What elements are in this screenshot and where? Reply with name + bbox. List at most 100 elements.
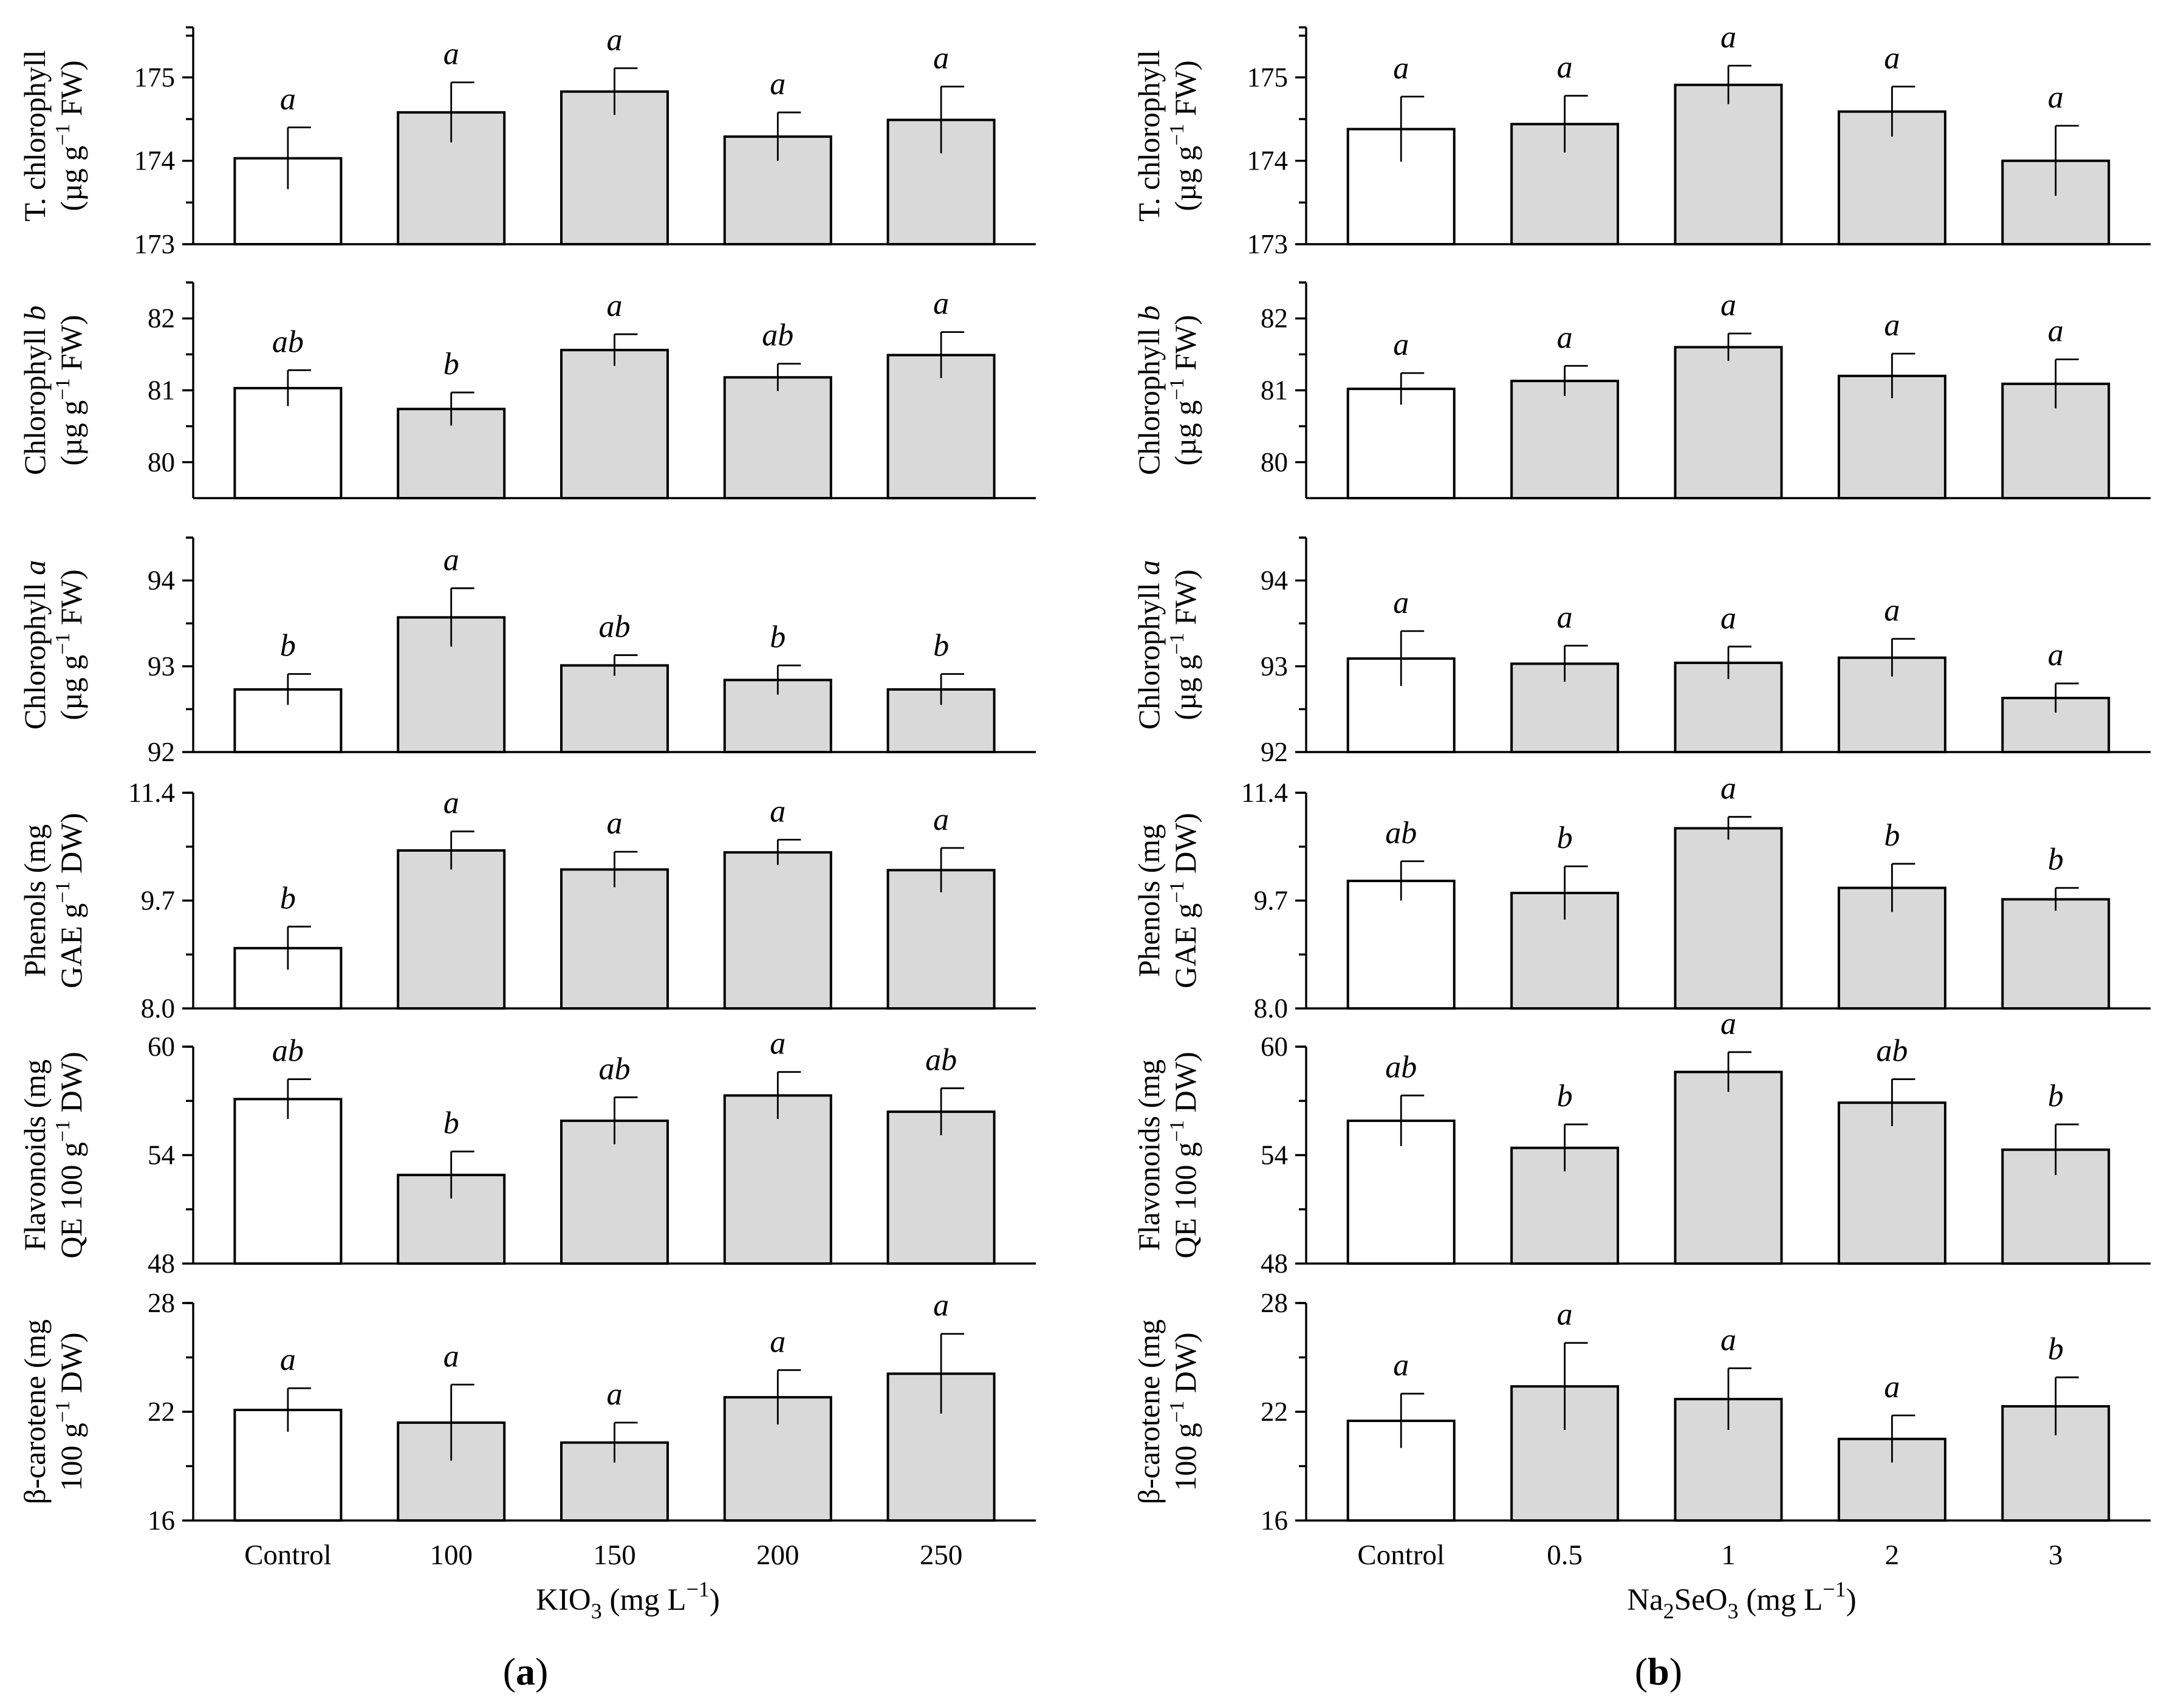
bar-chla-1 bbox=[1510, 662, 1620, 753]
bar-flavonoids-0 bbox=[233, 1098, 343, 1265]
x-axis-title: KIO3 (mg L−1) bbox=[536, 1577, 720, 1623]
y-label-unit: FW) bbox=[54, 569, 88, 632]
y-label-superscript: −1 bbox=[1166, 124, 1188, 146]
y-axis-label-line2: (µg g−1 FW) bbox=[1166, 315, 1202, 465]
bar-phenols-2 bbox=[560, 868, 669, 1010]
y-label-superscript: −1 bbox=[52, 1401, 74, 1423]
bar-flavonoids-3 bbox=[723, 1094, 832, 1265]
subplot-tchl-b: 173 174 175 T. chlorophyll (µg g−1 FW) a a a a a bbox=[1132, 20, 2151, 259]
y-axis-label-line2: (µg g−1 FW) bbox=[52, 569, 88, 720]
bar-flavonoids-2 bbox=[560, 1119, 669, 1265]
significance-letter: b bbox=[443, 347, 459, 381]
x-title-unit: (mg L bbox=[602, 1583, 686, 1617]
y-label-unit: QE 100 g bbox=[54, 1142, 88, 1259]
significance-letter: b bbox=[2048, 1079, 2064, 1113]
y-label-unit: (µg g bbox=[54, 400, 88, 466]
x-title-subscript: 2 bbox=[1663, 1599, 1674, 1623]
significance-letter: a bbox=[280, 1343, 296, 1377]
y-tick-label: 60 bbox=[1261, 1031, 1288, 1062]
significance-letter: a bbox=[1557, 1298, 1573, 1332]
y-axis-label-line1: Phenols (mg bbox=[18, 824, 52, 977]
significance-letter: b bbox=[2048, 1332, 2064, 1366]
significance-letter: ab bbox=[272, 324, 304, 359]
significance-letter: a bbox=[1393, 1348, 1409, 1383]
x-title-subscript: 3 bbox=[591, 1599, 602, 1623]
bar-phenols-3 bbox=[723, 851, 832, 1010]
y-label-unit: FW) bbox=[54, 60, 88, 123]
x-axis-title: Na2SeO3 (mg L−1) bbox=[1627, 1577, 1856, 1623]
y-axis-label-line1: Flavonoids (mg bbox=[18, 1059, 52, 1251]
y-axis-label-line2: 100 g−1 DW) bbox=[52, 1332, 88, 1491]
y-axis-label-line2: GAE g−1 DW) bbox=[1166, 813, 1202, 988]
y-label-superscript: −1 bbox=[1166, 1401, 1188, 1423]
y-axis-label-line1: Chlorophyll b bbox=[1132, 306, 1166, 475]
y-tick-label: 82 bbox=[148, 303, 175, 334]
y-label-superscript: −1 bbox=[52, 881, 74, 903]
bar-tchl-1 bbox=[1510, 123, 1620, 245]
significance-letter: a bbox=[280, 82, 296, 117]
y-axis-label-line1: Chlorophyll a bbox=[18, 560, 52, 730]
panel-label-letter: a bbox=[516, 1650, 535, 1693]
x-category-label: 250 bbox=[920, 1539, 963, 1571]
y-label-text: Chlorophyll bbox=[18, 321, 52, 475]
significance-letter: a bbox=[443, 37, 459, 72]
significance-letter: a bbox=[1884, 594, 1900, 628]
y-tick-label: 92 bbox=[148, 737, 175, 767]
bar-chlb-2 bbox=[560, 349, 669, 499]
y-tick-label: 173 bbox=[134, 229, 176, 259]
subplot-phenols-a: 8.0 9.7 11.4 Phenols (mg GAE g−1 DW) b a a a a bbox=[18, 778, 1036, 1024]
y-tick-label: 94 bbox=[1261, 566, 1288, 596]
subplot-flavonoids-a: 48 54 60 Flavonoids (mg QE 100 g−1 DW) ab b ab a… bbox=[18, 1027, 1036, 1279]
y-tick-label: 81 bbox=[148, 375, 175, 406]
y-tick-label: 80 bbox=[148, 447, 175, 477]
y-tick-label: 60 bbox=[148, 1031, 175, 1062]
bar-flavonoids-4 bbox=[886, 1110, 996, 1265]
y-tick-label: 11.4 bbox=[128, 778, 175, 808]
y-tick-label: 93 bbox=[1261, 651, 1288, 682]
y-label-unit: FW) bbox=[54, 315, 88, 378]
y-label-unit: 100 g bbox=[54, 1423, 88, 1491]
significance-letter: a bbox=[607, 1377, 623, 1412]
y-axis-label-line1: β-carotene (mg bbox=[18, 1319, 52, 1504]
panel-label-paren: ( bbox=[503, 1650, 516, 1693]
y-label-unit: DW) bbox=[54, 1332, 88, 1400]
y-label-unit: (µg g bbox=[1168, 146, 1202, 211]
y-tick-label: 82 bbox=[1261, 303, 1288, 334]
significance-letter: a bbox=[1720, 1007, 1736, 1041]
y-label-unit: FW) bbox=[1168, 569, 1202, 632]
significance-letter: a bbox=[1884, 41, 1900, 75]
significance-letter: a bbox=[607, 289, 623, 323]
significance-letter: a bbox=[1720, 601, 1736, 635]
y-label-superscript: −1 bbox=[52, 378, 74, 400]
panel-label: (a) bbox=[503, 1650, 549, 1693]
x-category-label: 1 bbox=[1721, 1539, 1736, 1571]
y-label-text: Flavonoids (mg bbox=[1132, 1059, 1166, 1251]
y-tick-label: 9.7 bbox=[1254, 886, 1288, 916]
y-tick-label: 16 bbox=[148, 1505, 175, 1536]
significance-letter: b bbox=[770, 620, 786, 654]
y-label-text: Phenols (mg bbox=[18, 824, 52, 977]
significance-letter: a bbox=[2048, 314, 2064, 349]
x-title-unit: (mg L bbox=[1739, 1583, 1823, 1617]
y-axis-label-line1: Flavonoids (mg bbox=[1132, 1059, 1166, 1251]
y-label-italic: a bbox=[18, 560, 52, 575]
y-label-text: Flavonoids (mg bbox=[18, 1059, 52, 1251]
significance-letter: a bbox=[933, 1288, 949, 1323]
bar-chlb-1 bbox=[1510, 380, 1620, 499]
significance-letter: a bbox=[1393, 51, 1409, 86]
y-label-text: T. chlorophyll bbox=[18, 50, 52, 221]
y-label-unit: (µg g bbox=[54, 146, 88, 211]
significance-letter: b bbox=[2048, 843, 2064, 877]
significance-letter: a bbox=[1393, 586, 1409, 620]
significance-letter: ab bbox=[925, 1042, 957, 1077]
y-label-superscript: −1 bbox=[52, 1120, 74, 1142]
significance-letter: a bbox=[607, 22, 623, 57]
y-label-text: Phenols (mg bbox=[1132, 824, 1166, 977]
y-axis-label-line2: 100 g−1 DW) bbox=[1166, 1332, 1202, 1491]
bar-chlb-3 bbox=[723, 376, 832, 500]
x-category-label: 150 bbox=[593, 1539, 636, 1571]
